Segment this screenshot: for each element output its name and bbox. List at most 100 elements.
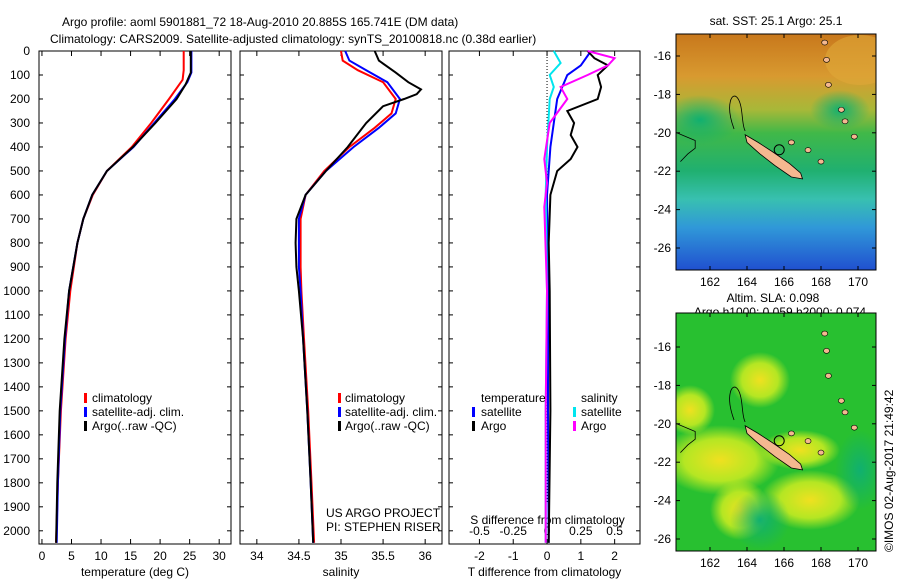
x-tick-label: 5 <box>68 549 75 563</box>
y-tick-label: 600 <box>10 188 30 202</box>
reef-outline <box>676 423 696 453</box>
legend-label-argo: Argo(..raw -QC) <box>92 419 177 433</box>
x-axis-label: temperature (deg C) <box>81 565 189 579</box>
x-tick-label: 15 <box>124 549 138 563</box>
legend-label-climatology: climatology <box>345 391 405 405</box>
island <box>838 106 845 113</box>
new-caledonia-landmass <box>744 424 804 471</box>
lat-tick-label: -16 <box>654 340 672 354</box>
y-tick-label: 1300 <box>3 356 30 370</box>
y-tick-label: 100 <box>10 68 30 82</box>
legend-header-temperature: temperature <box>481 391 546 405</box>
lat-tick-label: -20 <box>654 126 672 140</box>
lat-tick-label: -20 <box>654 417 672 431</box>
lon-tick-label: 166 <box>774 556 794 570</box>
difference-legend: temperature satellite Argo salinity sate… <box>472 391 622 433</box>
legend-label-satellite: satellite-adj. clim. <box>92 405 184 419</box>
y-tick-label: 800 <box>10 236 30 250</box>
project-annotation: US ARGO PROJECT <box>326 506 441 520</box>
y-tick-label: 500 <box>10 164 30 178</box>
x-tick-label: 1 <box>577 549 584 563</box>
lat-tick-label: -24 <box>654 494 672 508</box>
legend-swatch-climatology <box>338 393 341 403</box>
island <box>825 82 832 88</box>
legend-swatch-t-satellite <box>472 407 475 417</box>
figure-title-line2: Climatology: CARS2009. Satellite-adjuste… <box>50 32 536 46</box>
series-line-t-satellite <box>545 50 592 543</box>
s-tick-label: -0.25 <box>500 524 528 538</box>
y-tick-label: 1100 <box>4 308 30 322</box>
sst-map: sat. SST: 25.1 Argo: 25.1 162 164 166 168 17… <box>654 14 877 289</box>
legend-label-t-satellite: satellite <box>481 405 522 419</box>
y-tick-label: 0 <box>23 44 30 58</box>
legend-swatch-satellite <box>338 407 341 417</box>
s-tick-label: 0 <box>544 524 551 538</box>
lon-tick-label: 164 <box>737 556 757 570</box>
x-tick-label: 36 <box>418 549 432 563</box>
copyright-stamp: ©IMOS 02-Aug-2017 21:49:42 <box>882 389 896 552</box>
temperature-legend: climatology satellite-adj. clim. Argo(..… <box>84 391 184 433</box>
x-tick-label: 20 <box>153 549 167 563</box>
difference-panel: -2 -1 0 1 2 T difference from climatology -0.5… <box>448 50 641 579</box>
island <box>821 330 829 337</box>
temperature-panel: 0100200300400500600700800900100011001200… <box>3 44 232 579</box>
legend-swatch-climatology <box>84 393 87 403</box>
x-tick-label: 10 <box>94 549 108 563</box>
lon-tick-label: 162 <box>700 556 720 570</box>
temperature-axes-frame <box>38 50 232 545</box>
argo-profile-location-marker <box>773 435 785 447</box>
legend-label-t-argo: Argo <box>481 419 507 433</box>
series-line-climatology <box>55 51 185 543</box>
y-tick-label: 300 <box>10 116 30 130</box>
lon-tick-label: 168 <box>811 275 831 289</box>
lon-tick-label: 170 <box>848 556 868 570</box>
legend-swatch-satellite <box>84 407 87 417</box>
lon-tick-label: 166 <box>774 275 794 289</box>
lat-tick-label: -26 <box>654 532 672 546</box>
x-tick-label: 34.5 <box>287 549 311 563</box>
lon-tick-label: 168 <box>811 556 831 570</box>
lat-tick-label: -22 <box>654 164 672 178</box>
island <box>841 409 849 416</box>
series-line-argo-raw-qc- <box>55 51 192 543</box>
island <box>817 158 825 165</box>
reef-outline <box>729 386 746 423</box>
legend-label-s-satellite: satellite <box>581 405 622 419</box>
legend-label-satellite: satellite-adj. clim. <box>345 405 437 419</box>
figure-title-line1: Argo profile: aoml 5901881_72 18-Aug-201… <box>62 15 458 29</box>
s-tick-label: -0.5 <box>469 524 490 538</box>
x-tick-label: -1 <box>508 549 519 563</box>
x-tick-label: 0 <box>39 549 46 563</box>
lon-tick-label: 164 <box>737 275 757 289</box>
s-tick-label: 0.5 <box>606 524 623 538</box>
series-line-argo-raw-qc- <box>294 50 423 543</box>
sla-map-frame <box>675 312 877 552</box>
y-tick-label: 200 <box>10 92 30 106</box>
s-axis-label: S difference from climatology <box>470 513 625 527</box>
s-tick-label: 0.25 <box>569 524 593 538</box>
y-tick-label: 1400 <box>3 380 30 394</box>
y-tick-label: 1200 <box>3 332 30 346</box>
x-tick-label: 35.5 <box>371 549 395 563</box>
new-caledonia-landmass <box>744 133 804 180</box>
island <box>823 57 830 63</box>
x-tick-label: 2 <box>611 549 618 563</box>
island <box>841 118 849 125</box>
island <box>804 438 812 444</box>
y-tick-label: 900 <box>10 260 30 274</box>
sla-map: Altim. SLA: 0.098 Argo h1000: 0.059 h200… <box>654 291 877 570</box>
sla-map-title: Altim. SLA: 0.098 <box>727 291 820 305</box>
lon-tick-label: 170 <box>848 275 868 289</box>
legend-swatch-argo <box>338 421 341 431</box>
salinity-axes-frame <box>239 50 443 545</box>
y-tick-label: 1800 <box>3 476 30 490</box>
legend-label-climatology: climatology <box>92 391 152 405</box>
x-axis-label: T difference from climatology <box>468 565 622 579</box>
series-line-t-argo <box>547 50 610 543</box>
argo-profile-location-marker <box>773 144 785 156</box>
y-tick-label: 2000 <box>3 524 30 538</box>
lon-tick-label: 162 <box>700 275 720 289</box>
y-tick-label: 1000 <box>3 284 30 298</box>
sst-map-frame <box>675 33 877 271</box>
